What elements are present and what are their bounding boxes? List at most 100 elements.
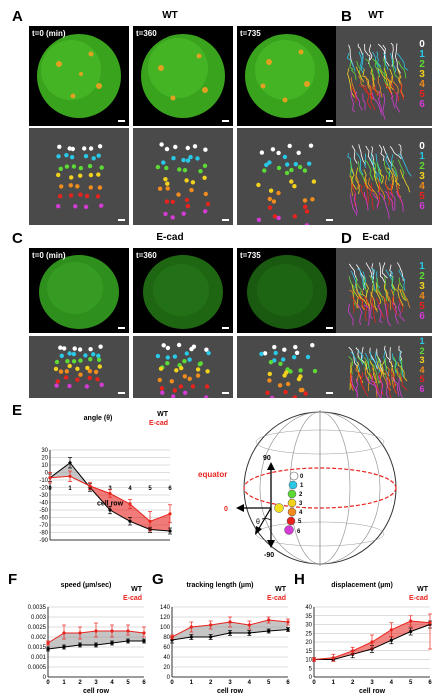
y-tick-label: 10 bbox=[305, 658, 312, 664]
track-line bbox=[390, 93, 395, 109]
cell-dot bbox=[68, 183, 73, 188]
track-line bbox=[396, 52, 409, 71]
data-point bbox=[88, 484, 92, 488]
track-line bbox=[393, 356, 401, 379]
cell-dot bbox=[203, 147, 208, 152]
track-line bbox=[355, 283, 368, 306]
angle-minus90-label: -90 bbox=[264, 552, 274, 559]
y-tick-label: 15 bbox=[305, 649, 312, 655]
panel-a-tracking-t360 bbox=[133, 128, 233, 225]
cell-dot bbox=[312, 368, 318, 374]
chart-f-speed: 0.0035 0.003 0.0025 0.002 0.0015 0.001 0.0005 0… bbox=[28, 582, 147, 695]
cell-dot bbox=[98, 344, 103, 349]
cell-dot bbox=[56, 154, 61, 159]
data-point bbox=[78, 643, 82, 647]
cell-dot bbox=[88, 185, 93, 190]
cell-dot bbox=[160, 390, 165, 395]
cell-dot bbox=[67, 351, 72, 356]
row-label: 5 bbox=[419, 301, 425, 312]
cell-dot bbox=[202, 163, 208, 168]
track-line bbox=[396, 190, 404, 212]
angle-90-label: 90 bbox=[263, 455, 271, 462]
track-line bbox=[384, 357, 390, 382]
difference-band bbox=[410, 621, 430, 632]
x-tick-label: 4 bbox=[110, 680, 114, 686]
cell-dot bbox=[292, 214, 297, 219]
y-tick-label: 20 bbox=[41, 456, 48, 462]
track-line bbox=[375, 153, 381, 182]
cell-dot bbox=[54, 359, 60, 365]
track-line bbox=[353, 192, 358, 216]
track-line bbox=[385, 153, 391, 177]
y-tick-label: 10 bbox=[41, 463, 48, 469]
panel-a-image-t360: t=360 bbox=[133, 26, 233, 126]
data-point bbox=[228, 631, 232, 635]
track-line bbox=[371, 263, 374, 283]
y-tick-label: 60 bbox=[163, 645, 170, 651]
scale-bar bbox=[222, 327, 229, 329]
cell-dot bbox=[289, 179, 294, 184]
cell-dot bbox=[83, 353, 88, 358]
cell-dot bbox=[93, 369, 99, 375]
x-tick-label: 3 bbox=[228, 680, 232, 686]
cell-dot bbox=[99, 382, 104, 387]
cell-dot bbox=[169, 379, 174, 384]
row-label: 1 bbox=[419, 336, 425, 346]
track-line bbox=[351, 85, 357, 103]
data-point bbox=[428, 621, 432, 625]
track-line bbox=[398, 377, 403, 398]
cell-dot bbox=[165, 345, 171, 351]
x-axis-label: cell row bbox=[97, 501, 124, 508]
cell-dot bbox=[78, 358, 83, 363]
data-point bbox=[370, 640, 374, 644]
cell-dot bbox=[70, 146, 75, 152]
cell-dot bbox=[184, 178, 189, 183]
panel-a-tracking-t0 bbox=[29, 128, 129, 225]
track-line bbox=[377, 67, 388, 89]
cell-dot bbox=[88, 357, 93, 362]
track-line bbox=[399, 84, 405, 101]
track-line bbox=[400, 288, 411, 308]
track-line bbox=[356, 361, 364, 383]
track-line bbox=[376, 289, 386, 306]
cell-dot bbox=[87, 375, 92, 381]
cell-dot bbox=[267, 160, 272, 165]
track-line bbox=[349, 60, 357, 81]
x-tick-label: 6 bbox=[168, 486, 172, 492]
x-tick-label: 5 bbox=[409, 680, 413, 686]
legend-ecad: E-cad bbox=[123, 595, 142, 602]
row-label: 6 bbox=[419, 99, 425, 110]
track-line bbox=[371, 268, 376, 292]
cell-dot bbox=[296, 150, 301, 155]
cell-dot bbox=[174, 368, 179, 373]
cell-dot bbox=[65, 359, 70, 364]
track-line bbox=[382, 58, 388, 87]
cell-dot bbox=[187, 357, 192, 362]
angle-0-label: 0 bbox=[224, 506, 228, 513]
track-line bbox=[355, 66, 364, 83]
cell-row-3 bbox=[287, 498, 297, 508]
track-line bbox=[397, 68, 402, 84]
cell-dot bbox=[256, 182, 261, 188]
cell-dot bbox=[268, 360, 274, 365]
difference-band bbox=[96, 631, 112, 645]
panel-label-a: A bbox=[12, 8, 23, 25]
x-tick-label: 0 bbox=[312, 680, 316, 686]
y-tick-label: 100 bbox=[160, 625, 171, 631]
difference-band bbox=[191, 625, 211, 637]
data-point bbox=[46, 641, 50, 645]
x-tick-label: 0 bbox=[170, 680, 174, 686]
cell-dot bbox=[165, 181, 170, 186]
cell-dot bbox=[172, 354, 178, 359]
x-axis-label: cell row bbox=[359, 688, 386, 695]
cell-dot bbox=[161, 343, 166, 348]
cell-dot bbox=[276, 215, 281, 221]
track-line bbox=[350, 168, 357, 190]
tracked-cells bbox=[155, 342, 211, 398]
cell-dot bbox=[183, 390, 188, 395]
y-tick-label: 5 bbox=[309, 666, 313, 672]
cell-dot bbox=[73, 204, 78, 209]
y-tick-label: 20 bbox=[305, 640, 312, 646]
cell-dot bbox=[268, 188, 274, 193]
cell-dot bbox=[188, 154, 193, 160]
